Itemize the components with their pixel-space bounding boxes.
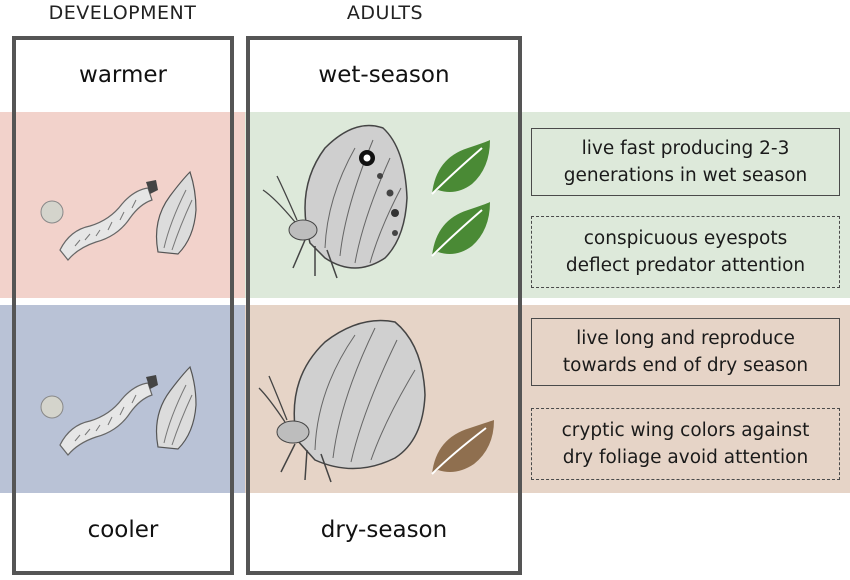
cooler-cell xyxy=(16,493,230,571)
leaf-icon-wet-1 xyxy=(431,140,490,195)
adults-header: ADULTS xyxy=(346,2,424,24)
wet-season-cell xyxy=(250,40,518,112)
adults-column-frame xyxy=(246,36,522,575)
dry-wing-pattern-line-2: dry foliage avoid attention xyxy=(562,447,809,468)
wet-life-history-line-1: live fast producing 2-3 xyxy=(581,138,790,159)
dry-wing-pattern-line-1: cryptic wing colors against xyxy=(561,420,810,441)
wet-wing-pattern-line-1: conspicuous eyespots xyxy=(583,228,788,249)
wet-season-label: wet-season xyxy=(318,62,450,88)
dry-life-history-note: live long and reproduce towards end of d… xyxy=(531,318,840,386)
dry-life-history-line-1: live long and reproduce xyxy=(576,328,795,349)
wet-life-history-note: live fast producing 2-3 generations in w… xyxy=(531,128,840,196)
caterpillar-icon xyxy=(59,375,158,456)
pupa-icon xyxy=(155,170,197,255)
cool-development-stages xyxy=(40,365,197,456)
warm-development-stages xyxy=(40,170,197,261)
dry-season-label: dry-season xyxy=(320,517,448,543)
wet-wing-pattern-line-2: deflect predator attention xyxy=(565,255,806,276)
wet-wing-pattern-note: conspicuous eyespots deflect predator at… xyxy=(531,216,840,288)
cryptic-butterfly-icon xyxy=(258,319,426,483)
warmer-cell xyxy=(16,40,230,112)
dry-season-cell xyxy=(250,493,518,571)
egg-icon xyxy=(40,395,64,419)
wet-life-history-line-2: generations in wet season xyxy=(563,165,808,186)
leaf-icon-dry xyxy=(431,420,494,475)
egg-icon xyxy=(40,200,64,224)
dry-life-history-line-2: towards end of dry season xyxy=(562,355,809,376)
eyespot-butterfly-icon xyxy=(262,124,408,279)
cooler-label: cooler xyxy=(87,517,159,543)
warmer-label: warmer xyxy=(79,62,167,88)
development-header: DEVELOPMENT xyxy=(48,2,197,24)
pupa-icon xyxy=(155,365,197,450)
dry-wing-pattern-note: cryptic wing colors against dry foliage … xyxy=(531,408,840,480)
leaf-icon-wet-2 xyxy=(431,202,490,257)
caterpillar-icon xyxy=(59,180,158,261)
development-column-frame xyxy=(12,36,234,575)
